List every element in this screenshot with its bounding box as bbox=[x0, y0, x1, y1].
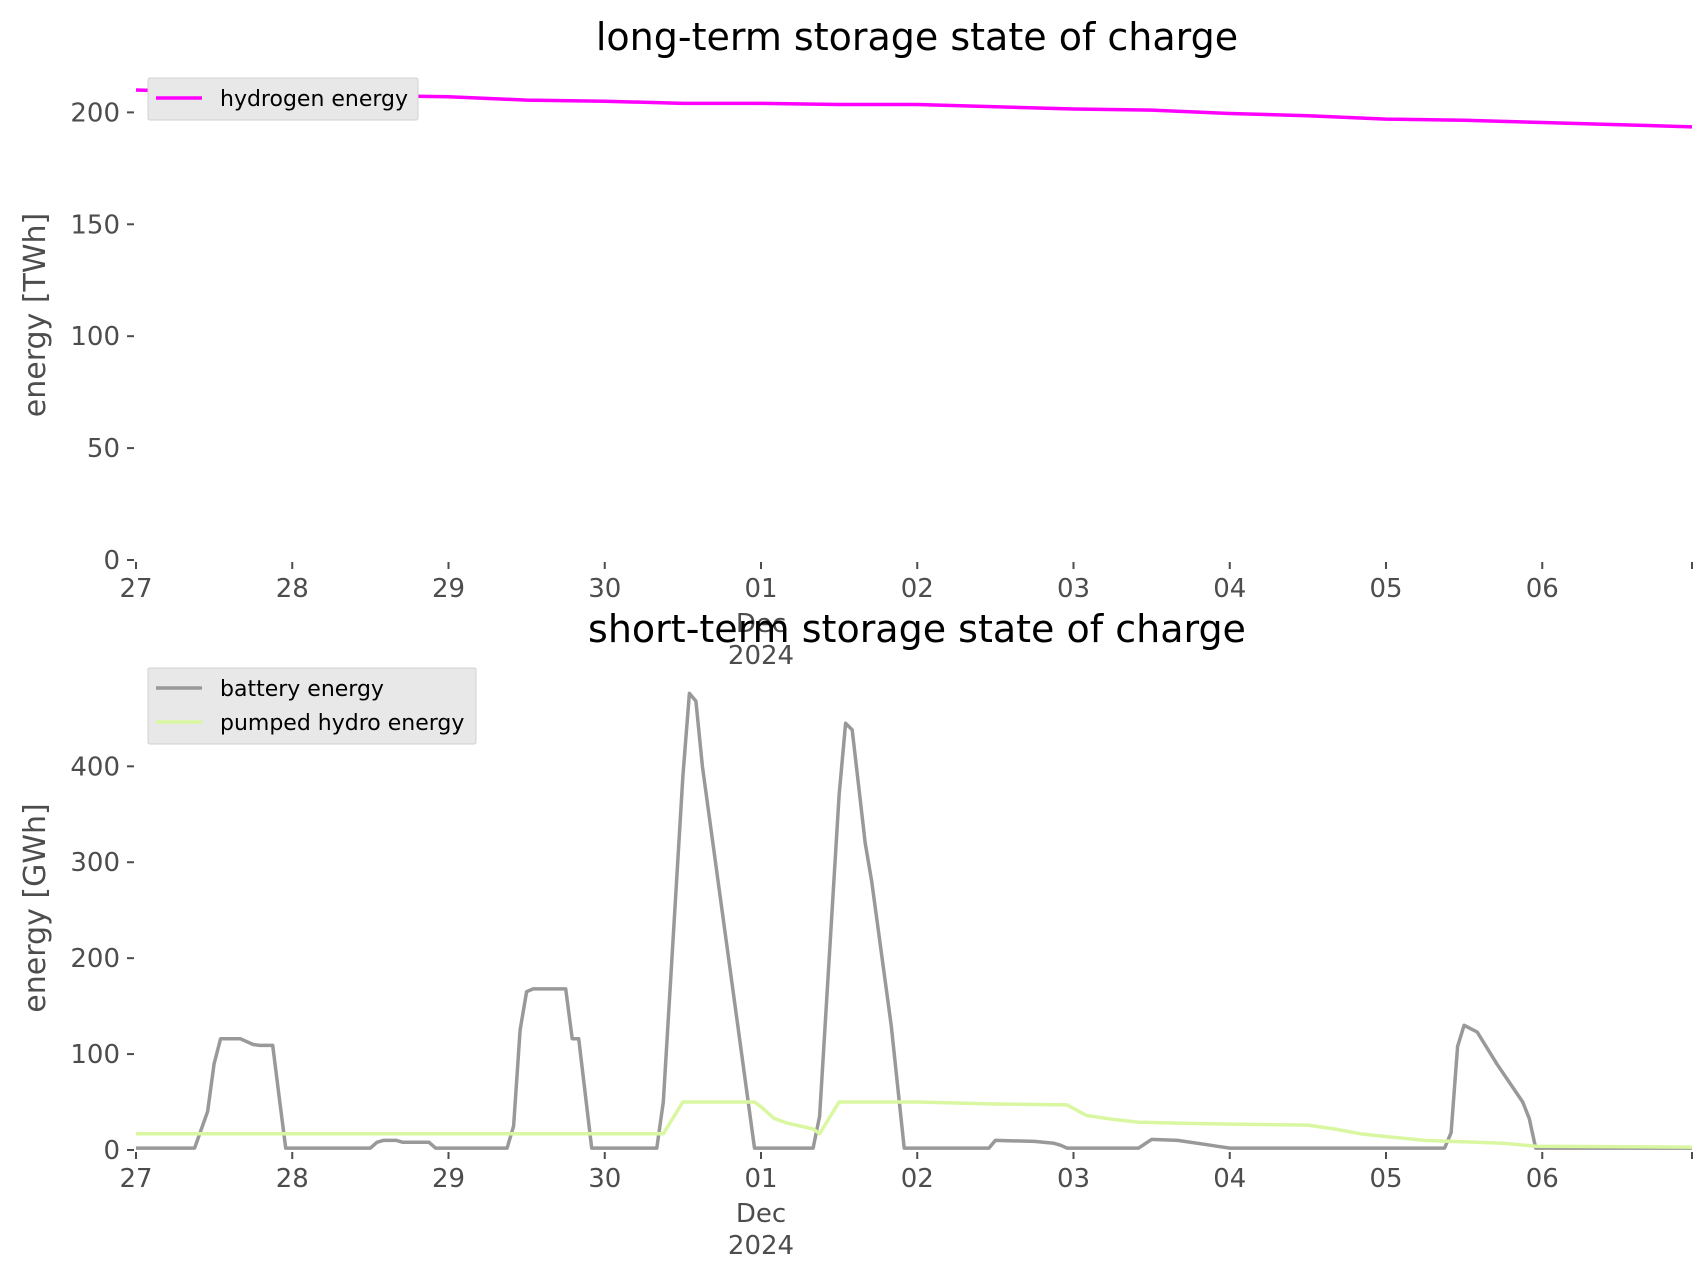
legend-box bbox=[147, 77, 419, 121]
x-tick-label: 27 bbox=[119, 574, 152, 604]
x-tick-sublabel: 2024 bbox=[728, 1231, 794, 1261]
x-tick-label: 02 bbox=[901, 1164, 934, 1194]
legend: hydrogen energy bbox=[147, 77, 419, 121]
legend-label-hydrogen: hydrogen energy bbox=[220, 87, 408, 112]
x-tick-label: 04 bbox=[1213, 1164, 1246, 1194]
x-tick-label: 05 bbox=[1369, 574, 1402, 604]
x-tick-label: 28 bbox=[276, 1164, 309, 1194]
x-tick-sublabel: 2024 bbox=[728, 641, 794, 671]
series-line-hydrogen-energy bbox=[135, 88, 1693, 129]
y-tick-label: 200 bbox=[70, 98, 120, 128]
y-ticks: 0 50 100 150 200 bbox=[70, 98, 134, 576]
x-tick-label: 05 bbox=[1369, 1164, 1402, 1194]
x-tick-label: 30 bbox=[588, 1164, 621, 1194]
y-tick-label: 100 bbox=[70, 322, 120, 352]
x-tick-label: 29 bbox=[432, 1164, 465, 1194]
chart-long-term: long-term storage state of charge energy… bbox=[18, 15, 1693, 671]
series-lines bbox=[135, 88, 1693, 129]
x-tick-label: 30 bbox=[588, 574, 621, 604]
x-tick-label: 01 bbox=[744, 1164, 777, 1194]
y-tick-label: 0 bbox=[103, 546, 120, 576]
chart-short-term: short-term storage state of charge energ… bbox=[18, 607, 1693, 1261]
y-tick-label: 50 bbox=[87, 434, 120, 464]
y-axis-label: energy [GWh] bbox=[18, 803, 53, 1012]
x-tick-label: 02 bbox=[901, 574, 934, 604]
series-line-battery-energy bbox=[136, 691, 1692, 1150]
legend-box bbox=[147, 667, 477, 745]
series-line-pumped-hydro-energy bbox=[136, 1100, 1693, 1149]
y-tick-label: 300 bbox=[70, 848, 120, 878]
x-tick-label: 06 bbox=[1526, 1164, 1559, 1194]
x-tick-sublabel: Dec bbox=[736, 609, 786, 639]
x-tick-label: 27 bbox=[119, 1164, 152, 1194]
x-tick-label: 03 bbox=[1057, 574, 1090, 604]
y-tick-label: 400 bbox=[70, 752, 120, 782]
chart-title: long-term storage state of charge bbox=[596, 15, 1238, 59]
legend: battery energy pumped hydro energy bbox=[147, 667, 477, 745]
x-tick-label: 01 bbox=[744, 574, 777, 604]
y-tick-label: 150 bbox=[70, 210, 120, 240]
y-tick-label: 200 bbox=[70, 944, 120, 974]
y-tick-label: 100 bbox=[70, 1040, 120, 1070]
y-axis-label: energy [TWh] bbox=[18, 213, 53, 417]
y-ticks: 0 100 200 300 400 bbox=[70, 752, 134, 1166]
x-tick-label: 06 bbox=[1526, 574, 1559, 604]
x-tick-label: 28 bbox=[276, 574, 309, 604]
x-tick-label: 29 bbox=[432, 574, 465, 604]
series-lines bbox=[136, 691, 1693, 1150]
x-tick-sublabel: Dec bbox=[736, 1199, 786, 1229]
x-tick-label: 04 bbox=[1213, 574, 1246, 604]
x-tick-label: 03 bbox=[1057, 1164, 1090, 1194]
legend-label-battery: battery energy bbox=[220, 677, 384, 702]
legend-label-pumped-hydro: pumped hydro energy bbox=[220, 711, 464, 736]
y-tick-label: 0 bbox=[103, 1136, 120, 1166]
chart-title: short-term storage state of charge bbox=[588, 607, 1246, 651]
